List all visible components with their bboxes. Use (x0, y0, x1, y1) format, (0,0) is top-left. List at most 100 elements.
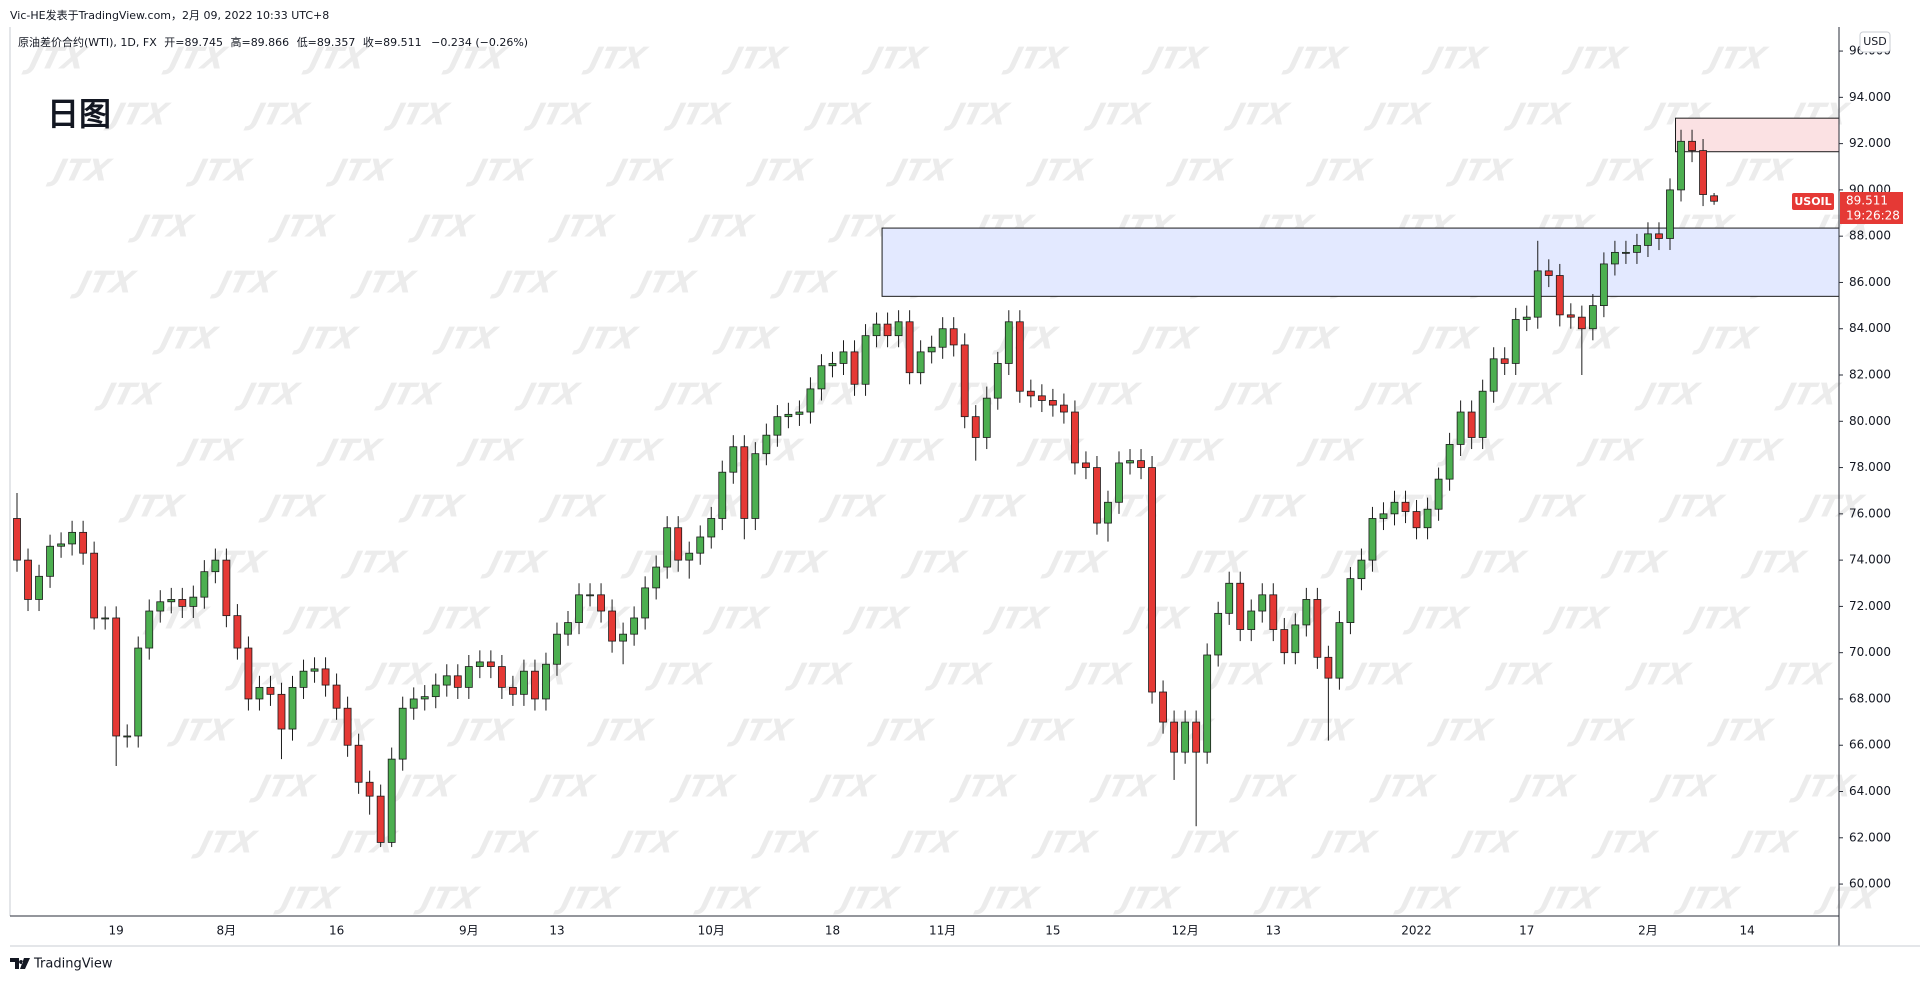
candle-body (200, 571, 209, 598)
currency-box[interactable] (1859, 31, 1891, 53)
watermark: JTX (397, 490, 468, 524)
watermark: JTX (1213, 378, 1284, 412)
watermark: JTX (1112, 882, 1183, 916)
candle-body (1302, 599, 1311, 626)
candle-body (233, 615, 242, 649)
watermark: JTX (1304, 154, 1375, 188)
watermark: JTX (102, 98, 173, 132)
watermark: JTX (150, 322, 221, 356)
watermark: JTX (1319, 546, 1390, 580)
candle-body (542, 663, 550, 700)
watermark: JTX (585, 714, 656, 748)
zone (1675, 117, 1840, 153)
watermark: JTX (348, 266, 419, 300)
watermark: JTX (165, 714, 236, 748)
candle-body (167, 599, 176, 603)
watermark: JTX (1227, 770, 1298, 804)
watermark: JTX (580, 42, 651, 76)
watermark: JTX (1763, 658, 1834, 692)
watermark: JTX (266, 210, 337, 244)
watermark: JTX (126, 210, 197, 244)
candle-body (1412, 511, 1421, 529)
x-axis: 19 8月 16 9月 13 10月 18 11月 15 12月 13 2022 17 2月 14 (109, 924, 1755, 938)
watermark: JTX (1773, 378, 1844, 412)
watermark: JTX (662, 98, 733, 132)
change: −0.234 (−0.26%) (431, 36, 528, 49)
candle-body (696, 536, 705, 554)
watermark: JTX (686, 210, 757, 244)
candle-body (255, 686, 264, 700)
candle-body (1445, 444, 1454, 480)
candle-body (1126, 460, 1134, 464)
currency[interactable]: USD (1863, 35, 1887, 48)
candle-body (376, 795, 385, 843)
candle-body (905, 321, 914, 374)
y-axis: 60.000 62.000 64.000 66.000 68.000 70.000 72.0… (1839, 44, 1891, 891)
watermark: JTX (1700, 42, 1771, 76)
candle-body (960, 344, 969, 418)
watermark: JTX (1493, 378, 1564, 412)
watermark: JTX (923, 658, 994, 692)
candle-body (442, 675, 451, 686)
watermark: JTX (373, 378, 444, 412)
candle-body (1192, 721, 1201, 753)
candle-body (156, 601, 165, 612)
candle-body (1699, 150, 1707, 195)
candle-body (1434, 478, 1443, 510)
watermark: JTX (1029, 826, 1100, 860)
watermark: JTX (899, 546, 970, 580)
candle-body (1655, 233, 1663, 239)
candle-body (189, 596, 198, 607)
watermark: JTX (1584, 154, 1655, 188)
watermark: JTX (1681, 602, 1752, 636)
watermark: JTX (1575, 434, 1646, 468)
watermark: JTX (1252, 882, 1323, 916)
candle-body (1611, 251, 1619, 265)
watermark: JTX (1063, 658, 1134, 692)
watermark: JTX (1309, 826, 1380, 860)
legend: 原油差价合约(WTI), 1D, FX 开=89.745 高=89.866 低=… (18, 35, 528, 49)
watermark: JTX (744, 154, 815, 188)
candle-body (861, 335, 870, 385)
watermark: JTX (1589, 826, 1660, 860)
candle-body (1577, 316, 1586, 330)
candle-body (244, 647, 253, 700)
footer[interactable]: TradingView (33, 957, 113, 972)
candle-body (916, 351, 925, 374)
candle-body (586, 594, 594, 597)
watermark: JTX (653, 378, 724, 412)
watermark: JTX (1401, 602, 1472, 636)
watermark: JTX (609, 826, 680, 860)
candle-body (343, 707, 352, 746)
watermark: JTX (1541, 602, 1612, 636)
watermark: JTX (1024, 154, 1095, 188)
candle-body (24, 559, 32, 600)
watermark: JTX (1353, 378, 1424, 412)
watermark: JTX (1367, 770, 1438, 804)
candle-body (354, 744, 363, 783)
candle-body (1335, 622, 1344, 679)
watermark: JTX (710, 322, 781, 356)
watermark: JTX (339, 546, 410, 580)
watermark: JTX (1005, 714, 1076, 748)
candle-body (685, 552, 694, 561)
x-tick-label: 19 (109, 924, 124, 938)
candle-body (883, 323, 892, 337)
candle-body (1599, 263, 1608, 306)
watermark: JTX (1130, 322, 1201, 356)
candle-body (420, 696, 429, 700)
watermark: JTX (1502, 98, 1573, 132)
candle-body (365, 781, 374, 797)
watermark: JTX (1787, 770, 1858, 804)
candle-body (1170, 721, 1178, 753)
watermark: JTX (469, 826, 540, 860)
y-tick-label: 64.000 (1849, 784, 1891, 798)
watermark: JTX (692, 882, 763, 916)
candle-body (718, 471, 727, 519)
candle-body (1522, 316, 1531, 320)
candle-body (630, 617, 639, 635)
watermark: JTX (725, 714, 796, 748)
y-tick-label: 88.000 (1849, 229, 1891, 243)
watermark: JTX (957, 490, 1028, 524)
watermark: JTX (1000, 42, 1071, 76)
